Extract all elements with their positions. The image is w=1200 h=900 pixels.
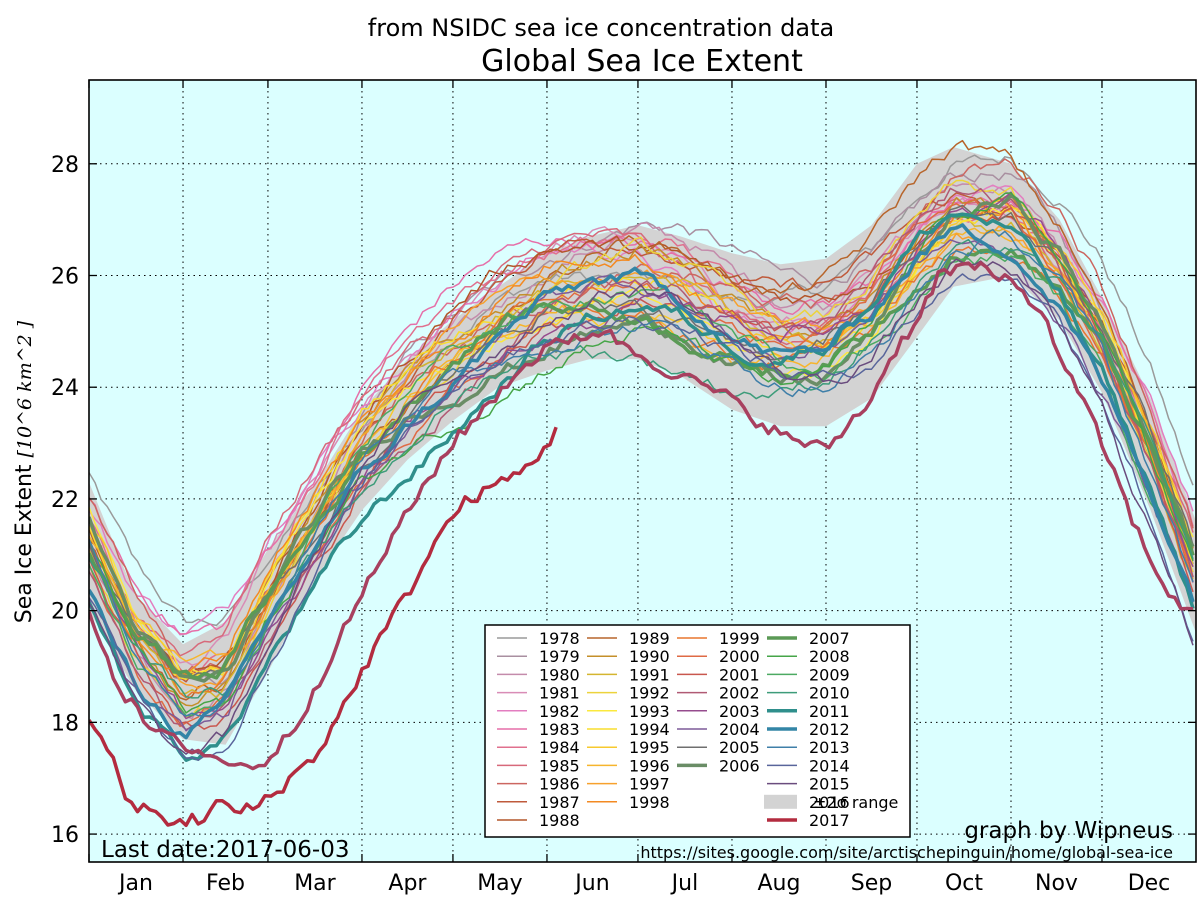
legend-label-1984: 1984	[539, 738, 580, 757]
legend-label-2015: 2015	[809, 775, 850, 794]
legend-label-2012: 2012	[809, 720, 850, 739]
legend: 1978197919801981198219831984198519861987…	[484, 624, 911, 838]
legend-label-2017: 2017	[809, 811, 850, 830]
legend-swatch-range	[764, 794, 797, 809]
credit-label: graph by Wipneus	[964, 818, 1173, 844]
x-tick-label: Dec	[1128, 871, 1171, 896]
legend-label-1986: 1986	[539, 775, 580, 794]
legend-label-2011: 2011	[809, 702, 850, 721]
legend-label-2008: 2008	[809, 647, 850, 666]
last-date-label: Last date:2017-06-03	[101, 837, 350, 863]
legend-box	[484, 624, 911, 838]
series-line-2011	[89, 212, 1195, 762]
series-line-2003	[89, 191, 1194, 720]
y-axis-label-main: Sea Ice Extent	[12, 457, 37, 623]
legend-label-2002: 2002	[719, 684, 760, 703]
legend-label-2007: 2007	[809, 629, 850, 648]
series-line-2017	[89, 426, 558, 828]
legend-label-1991: 1991	[629, 665, 670, 684]
legend-label-2013: 2013	[809, 738, 850, 757]
legend-label-2006: 2006	[719, 756, 760, 775]
legend-label-1987: 1987	[539, 793, 580, 812]
legend-label-1994: 1994	[629, 720, 670, 739]
legend-label-1981: 1981	[539, 684, 580, 703]
legend-label-2009: 2009	[809, 665, 850, 684]
series-line-1983	[89, 196, 1194, 635]
legend-label-1997: 1997	[629, 775, 670, 794]
legend-label-2000: 2000	[719, 647, 760, 666]
y-axis-label: Sea Ice Extent [10^6 km^2 ]	[12, 320, 37, 623]
chart-title: Global Sea Ice Extent	[481, 44, 803, 79]
y-tick-label: 24	[51, 376, 79, 401]
x-tick-label: Jun	[573, 871, 609, 896]
legend-label-1988: 1988	[539, 811, 580, 830]
legend-label-2003: 2003	[719, 702, 760, 721]
legend-items: 1978197919801981198219831984198519861987…	[497, 629, 898, 830]
legend-label-1993: 1993	[629, 702, 670, 721]
legend-label-2010: 2010	[809, 684, 850, 703]
y-axis-label-unit: [10^6 km^2 ]	[14, 320, 36, 457]
legend-label-1978: 1978	[539, 629, 580, 648]
legend-label-2005: 2005	[719, 738, 760, 757]
x-tick-label: Aug	[757, 871, 800, 896]
series-lines	[89, 139, 1195, 762]
legend-label-1998: 1998	[629, 793, 670, 812]
series-line-1992	[89, 179, 1194, 718]
legend-label-range: ±2σ range	[813, 793, 898, 812]
y-tick-label: 26	[51, 265, 79, 290]
legend-label-1989: 1989	[629, 629, 670, 648]
x-tick-label: Jul	[670, 871, 699, 896]
legend-label-1982: 1982	[539, 702, 580, 721]
x-tick-labels: Jan Feb Mar Apr May Jun Jul Aug Sep Oct Nov Dec	[117, 871, 1170, 896]
x-tick-label: Apr	[388, 871, 427, 896]
legend-label-1992: 1992	[629, 684, 670, 703]
x-tick-label: Oct	[945, 871, 983, 896]
x-tick-label: Mar	[294, 871, 336, 896]
y-tick-labels: 16 18 20 22 24 26 28	[51, 153, 79, 848]
legend-label-1990: 1990	[629, 647, 670, 666]
legend-label-1980: 1980	[539, 665, 580, 684]
highlight-lines	[89, 260, 1194, 828]
series-line-1982	[89, 184, 1194, 636]
y-tick-label: 16	[51, 823, 79, 848]
x-tick-label: Sep	[851, 871, 892, 896]
axis-ticks	[88, 80, 1196, 862]
series-line-1998	[89, 208, 1194, 676]
series-line-2007	[89, 248, 1195, 680]
legend-label-2014: 2014	[809, 756, 850, 775]
legend-label-1996: 1996	[629, 756, 670, 775]
legend-label-2001: 2001	[719, 665, 760, 684]
legend-label-1999: 1999	[719, 629, 760, 648]
legend-label-1979: 1979	[539, 647, 580, 666]
legend-label-2004: 2004	[719, 720, 760, 739]
x-tick-label: Jan	[117, 871, 153, 896]
legend-label-1983: 1983	[539, 720, 580, 739]
x-tick-label: Feb	[206, 871, 245, 896]
plot-frame	[88, 79, 1197, 863]
series-line-2016	[89, 260, 1194, 771]
legend-label-2016: 2016	[809, 793, 850, 812]
series-line-1978	[89, 154, 1194, 627]
y-tick-label: 22	[51, 488, 79, 513]
legend-label-1985: 1985	[539, 756, 580, 775]
y-tick-label: 18	[51, 711, 79, 736]
legend-label-1995: 1995	[629, 738, 670, 757]
y-tick-label: 28	[51, 153, 79, 178]
x-tick-label: Nov	[1035, 871, 1078, 896]
x-tick-label: May	[477, 871, 522, 896]
series-line-2013	[89, 228, 1194, 717]
chart-subtitle: from NSIDC sea ice concentration data	[368, 14, 834, 42]
series-line-2015	[89, 258, 1194, 755]
y-tick-label: 20	[51, 600, 79, 625]
source-url-label: https://sites.google.com/site/arctischep…	[640, 843, 1173, 862]
